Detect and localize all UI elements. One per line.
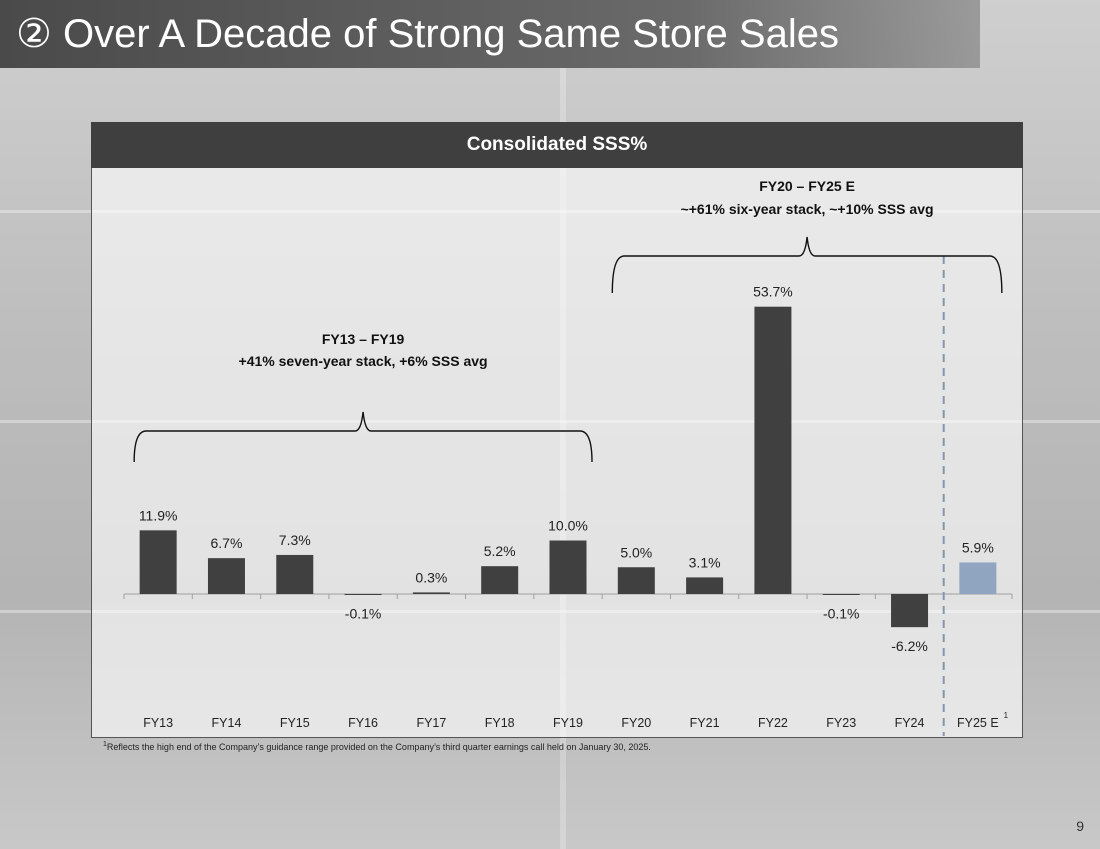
x-tick-label: FY25 E [957, 716, 999, 730]
annotation-title: FY20 – FY25 E [759, 178, 855, 194]
x-tick-label: FY24 [895, 716, 925, 730]
data-label: -0.1% [345, 606, 382, 622]
bar-fy14 [207, 558, 245, 594]
bar-fy22 [754, 306, 792, 594]
annotation-text: +41% seven-year stack, +6% SSS avg [239, 353, 488, 369]
data-label: -0.1% [823, 606, 860, 622]
data-label: 5.9% [962, 539, 994, 555]
x-tick-label: FY16 [348, 716, 378, 730]
x-tick-label: FY22 [758, 716, 788, 730]
data-label: 10.0% [548, 518, 588, 534]
chart-panel [91, 122, 1023, 738]
data-label: 7.3% [279, 532, 311, 548]
annotation-title: FY13 – FY19 [322, 331, 405, 347]
bar-fy21 [686, 577, 724, 594]
bar-fy13 [139, 530, 177, 594]
bar-fy25-e [959, 562, 997, 594]
annotation-brace [133, 411, 593, 463]
data-label: 0.3% [415, 569, 447, 585]
annotation-brace [611, 236, 1003, 294]
bar-fy23 [822, 594, 860, 595]
x-tick-label: FY18 [485, 716, 515, 730]
x-tick-label: FY17 [416, 716, 446, 730]
footnote-marker: 1 [103, 741, 107, 748]
x-tick-label: FY21 [690, 716, 720, 730]
x-tick-label: FY23 [826, 716, 856, 730]
footnote-text: Reflects the high end of the Company’s g… [106, 742, 651, 752]
page-number: 9 [1076, 818, 1084, 834]
x-tick-label: FY20 [621, 716, 651, 730]
annotation-text: ~+61% six-year stack, ~+10% SSS avg [681, 201, 934, 217]
x-tick-label: FY13 [143, 716, 173, 730]
bar-fy17 [412, 592, 450, 594]
data-label: -6.2% [891, 638, 928, 654]
footnote: 1Reflects the high end of the Company’s … [103, 741, 651, 752]
x-tick-label: FY15 [280, 716, 310, 730]
x-tick-superscript: 1 [1004, 711, 1009, 720]
data-label: 6.7% [211, 535, 243, 551]
bar-fy19 [549, 540, 587, 594]
data-label: 5.2% [484, 543, 516, 559]
bar-fy18 [481, 566, 519, 594]
x-tick-label: FY14 [212, 716, 242, 730]
bar-fy16 [344, 594, 382, 595]
data-label: 5.0% [620, 544, 652, 560]
bar-fy24 [891, 594, 929, 628]
x-tick-label: FY19 [553, 716, 583, 730]
data-label: 53.7% [753, 284, 793, 300]
data-label: 3.1% [689, 554, 721, 570]
bar-fy20 [617, 567, 655, 594]
data-label: 11.9% [139, 507, 178, 523]
bar-fy15 [276, 554, 314, 594]
chart-title: Consolidated SSS% [91, 122, 1023, 168]
page-title: ② Over A Decade of Strong Same Store Sal… [16, 12, 839, 56]
title-bar: ② Over A Decade of Strong Same Store Sal… [0, 0, 980, 68]
